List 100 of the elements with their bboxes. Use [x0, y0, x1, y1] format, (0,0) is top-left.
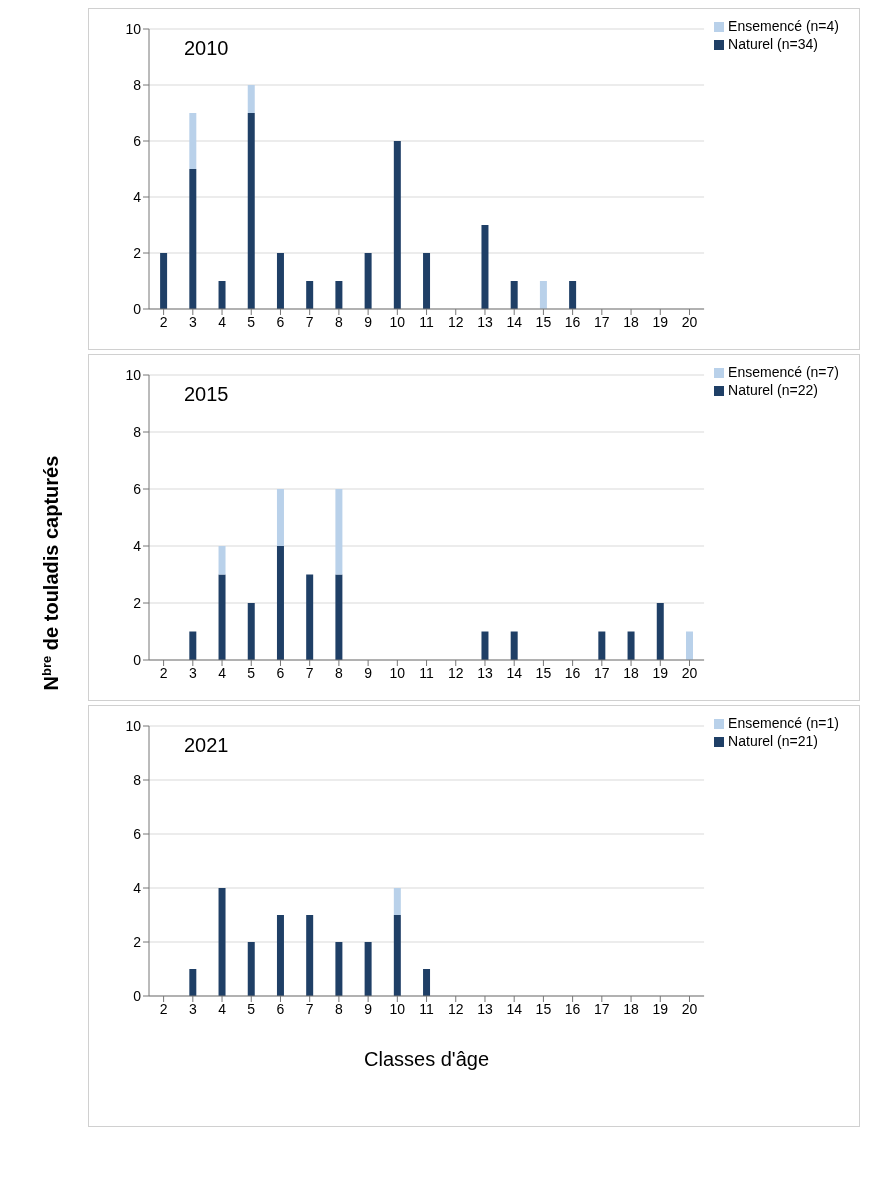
- x-tick-label: 7: [305, 313, 314, 330]
- x-tick-label: 14: [506, 1000, 523, 1017]
- legend-label: Ensemencé (n=4): [728, 18, 839, 34]
- x-tick-label: 8: [335, 313, 343, 330]
- bar: [218, 888, 226, 996]
- bar: [481, 225, 489, 309]
- x-tick-label: 19: [652, 664, 669, 681]
- bar: [276, 915, 284, 996]
- x-tick-label: 13: [477, 1000, 493, 1017]
- y-tick-label: 0: [133, 987, 142, 1004]
- y-tick-label: 4: [133, 537, 142, 554]
- y-tick-label: 6: [133, 825, 142, 842]
- x-tick-label: 14: [506, 313, 523, 330]
- bar: [189, 113, 197, 169]
- x-tick-label: 12: [447, 664, 464, 681]
- y-tick-label: 10: [125, 20, 142, 37]
- x-tick-label: 6: [276, 1000, 285, 1017]
- x-tick-label: 5: [247, 313, 256, 330]
- x-tick-label: 7: [305, 1000, 314, 1017]
- x-tick-label: 4: [218, 313, 227, 330]
- bar: [481, 631, 489, 660]
- y-tick-label: 6: [133, 480, 142, 497]
- x-tick-label: 6: [276, 313, 285, 330]
- bar: [306, 915, 314, 996]
- y-tick-label: 2: [133, 244, 142, 261]
- y-tick-label: 4: [133, 188, 142, 205]
- x-tick-label: 5: [247, 664, 256, 681]
- chart-title: 2010: [184, 37, 229, 60]
- y-tick-label: 10: [125, 717, 142, 734]
- x-tick-label: 4: [218, 664, 227, 681]
- x-tick-label: 13: [477, 664, 493, 681]
- bar: [423, 253, 431, 309]
- x-tick-label: 9: [364, 664, 373, 681]
- x-tick-label: 9: [364, 1000, 373, 1017]
- bar: [364, 253, 372, 309]
- bar: [335, 574, 343, 660]
- bar: [189, 969, 197, 996]
- y-tick-label: 0: [133, 300, 142, 317]
- bar: [627, 631, 635, 660]
- bar: [510, 281, 518, 309]
- x-tick-label: 11: [419, 313, 435, 330]
- y-tick-label: 2: [133, 594, 142, 611]
- bar: [393, 888, 401, 915]
- x-tick-label: 14: [506, 664, 523, 681]
- x-tick-label: 3: [188, 1000, 197, 1017]
- x-tick-label: 18: [623, 313, 640, 330]
- x-tick-label: 10: [389, 1000, 406, 1017]
- x-tick-label: 15: [535, 313, 552, 330]
- bar: [423, 969, 431, 996]
- bar: [685, 631, 693, 660]
- x-tick-label: 15: [535, 1000, 552, 1017]
- bar: [335, 942, 343, 996]
- x-tick-label: 2: [159, 664, 168, 681]
- x-tick-label: 19: [652, 1000, 669, 1017]
- x-tick-label: 18: [623, 664, 640, 681]
- x-tick-label: 15: [535, 664, 552, 681]
- bar: [306, 281, 314, 309]
- x-tick-label: 17: [594, 313, 610, 330]
- x-tick-label: 4: [218, 1000, 227, 1017]
- x-tick-label: 11: [419, 664, 435, 681]
- bar: [218, 546, 226, 575]
- bar: [218, 281, 226, 309]
- x-tick-label: 18: [623, 1000, 640, 1017]
- x-tick-label: 16: [564, 1000, 581, 1017]
- y-tick-label: 8: [133, 771, 142, 788]
- bar: [218, 574, 226, 660]
- x-tick-label: 20: [681, 1000, 698, 1017]
- x-tick-label: 16: [564, 664, 581, 681]
- x-tick-label: 12: [447, 1000, 464, 1017]
- bar: [393, 915, 401, 996]
- bar: [247, 113, 255, 309]
- bar: [510, 631, 518, 660]
- x-tick-label: 2: [159, 313, 168, 330]
- x-tick-label: 8: [335, 1000, 343, 1017]
- bar: [335, 489, 343, 575]
- x-tick-label: 6: [276, 664, 285, 681]
- x-tick-label: 20: [681, 313, 698, 330]
- bar: [276, 489, 284, 546]
- legend-label: Naturel (n=34): [728, 36, 818, 52]
- bar: [539, 281, 547, 309]
- x-tick-label: 7: [305, 664, 314, 681]
- x-tick-label: 11: [419, 1000, 435, 1017]
- bar: [335, 281, 343, 309]
- x-tick-label: 19: [652, 313, 669, 330]
- legend-label: Ensemencé (n=7): [728, 364, 839, 380]
- chart-title: 2021: [184, 734, 229, 757]
- bar: [569, 281, 577, 309]
- bar: [247, 942, 255, 996]
- x-tick-label: 5: [247, 1000, 256, 1017]
- bar: [364, 942, 372, 996]
- legend-label: Ensemencé (n=1): [728, 715, 839, 731]
- y-tick-label: 0: [133, 651, 142, 668]
- bar: [247, 85, 255, 113]
- legend-label: Naturel (n=21): [728, 733, 818, 749]
- legend-label: Naturel (n=22): [728, 382, 818, 398]
- x-tick-label: 2: [159, 1000, 168, 1017]
- bar: [247, 603, 255, 660]
- y-tick-label: 2: [133, 933, 142, 950]
- bar: [189, 631, 197, 660]
- x-tick-label: 3: [188, 664, 197, 681]
